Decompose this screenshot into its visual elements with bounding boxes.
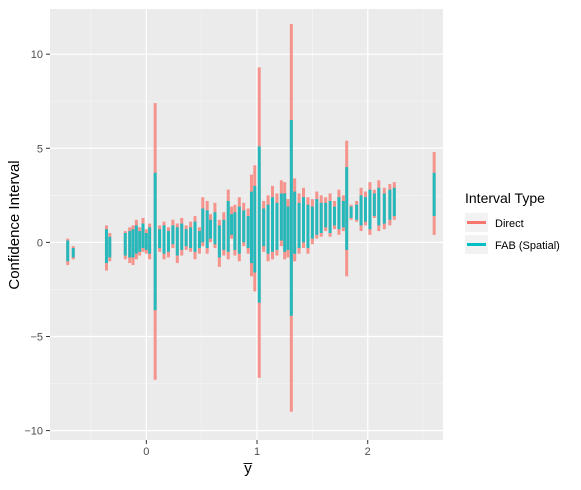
y-axis: −10 −5 0 5 10	[24, 49, 50, 438]
y-tick-label: 10	[31, 49, 43, 61]
x-tick-label: 2	[365, 446, 371, 458]
legend-label-fab: FAB (Spatial)	[495, 240, 560, 252]
legend-label-direct: Direct	[495, 218, 524, 230]
y-axis-title: Confidence Interval	[6, 160, 23, 289]
y-tick-label: 5	[37, 143, 43, 155]
x-tick-label: 0	[143, 446, 149, 458]
legend-entry-fab: FAB (Spatial)	[465, 235, 560, 254]
x-axis: 0 1 2	[143, 440, 371, 458]
x-axis-title: y̅	[243, 460, 253, 477]
legend: Interval Type Direct FAB (Spatial)	[465, 190, 560, 254]
y-tick-label: 0	[37, 237, 43, 249]
major-gridlines	[50, 9, 443, 440]
legend-entry-direct: Direct	[465, 213, 524, 232]
y-tick-label: −10	[24, 426, 43, 438]
x-tick-label: 1	[254, 446, 260, 458]
fab-interval-series	[66, 120, 436, 316]
y-tick-label: −5	[30, 331, 43, 343]
legend-title: Interval Type	[465, 190, 545, 206]
